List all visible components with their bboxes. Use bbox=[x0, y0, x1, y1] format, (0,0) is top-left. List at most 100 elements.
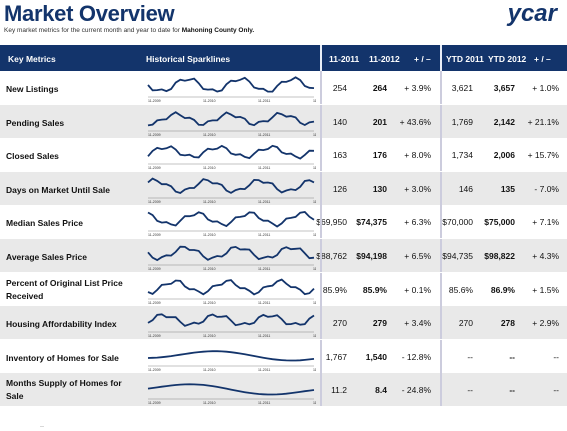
header-ytd-change: + / – bbox=[534, 54, 551, 64]
column-divider bbox=[440, 339, 442, 373]
change-percent: - 12.8% bbox=[401, 351, 431, 362]
page-subtitle: Key market metrics for the current month… bbox=[4, 27, 254, 34]
ytd-2012: 278 bbox=[500, 318, 515, 329]
ytd-change-percent: + 2.9% bbox=[532, 318, 559, 329]
page-title: Market Overview bbox=[4, 1, 175, 26]
metric-label: New Listings bbox=[6, 84, 59, 94]
ytd-2012: -- bbox=[509, 351, 515, 362]
table-row: New Listings 11-2009 11-2010 11-2011 11-2012… bbox=[0, 71, 567, 104]
ytd-2011: 146 bbox=[458, 183, 473, 194]
metric-label: Months Supply of Homes for Sale bbox=[6, 378, 122, 402]
ytd-2012: -- bbox=[509, 385, 515, 396]
ytd-2011: 270 bbox=[458, 318, 473, 329]
change-percent: + 3.0% bbox=[404, 183, 431, 194]
sparkline-tick-label: 11-2010 bbox=[203, 99, 216, 103]
table-row: Days on Market Until Sale 11-2009 11-2010 1… bbox=[0, 171, 567, 205]
sparkline-tick-label: 11-2010 bbox=[203, 368, 216, 372]
sparkline-tick-label: 11-2011 bbox=[258, 401, 270, 405]
value-2011: 1,767 bbox=[325, 351, 347, 362]
sparkline-line bbox=[147, 313, 315, 328]
change-percent: + 0.1% bbox=[404, 284, 431, 295]
table-row: Housing Affordability Index 11-2009 11-201… bbox=[0, 306, 567, 340]
value-2012: 176 bbox=[372, 150, 387, 161]
column-divider bbox=[440, 272, 442, 306]
value-2012: 201 bbox=[372, 116, 387, 127]
sparkline-chart: 11-2009 11-2010 11-2011 11-2012 bbox=[147, 383, 316, 405]
sparkline-tick-label: 11-2011 bbox=[258, 233, 270, 237]
ytd-change-percent: + 7.1% bbox=[532, 217, 559, 228]
sparkline-line bbox=[147, 177, 315, 194]
sparkline-tick-label: 11-2009 bbox=[148, 267, 161, 271]
sparkline-tick-label: 11-2011 bbox=[258, 200, 270, 204]
value-2012: 1,540 bbox=[365, 351, 387, 362]
metric-label: Days on Market Until Sale bbox=[6, 184, 110, 195]
sparkline-chart: 11-2009 11-2010 11-2011 11-2012 bbox=[147, 350, 316, 372]
column-divider bbox=[320, 373, 322, 407]
ytd-2012: $75,000 bbox=[484, 217, 515, 228]
sparkline-tick-label: 11-2012 bbox=[313, 267, 316, 271]
ytd-change-percent: + 4.3% bbox=[532, 251, 559, 261]
ytd-2011: 85.6% bbox=[448, 284, 473, 295]
ytd-2011: $94,735 bbox=[442, 251, 473, 261]
value-2011: 254 bbox=[332, 83, 347, 93]
sparkline-tick-label: 11-2010 bbox=[203, 233, 216, 237]
ytd-change-percent: -- bbox=[553, 351, 559, 362]
header-divider bbox=[440, 45, 442, 71]
ytd-2012: 86.9% bbox=[490, 284, 515, 295]
ytd-change-percent: + 1.5% bbox=[532, 284, 559, 295]
value-2012: 264 bbox=[372, 83, 387, 93]
value-2011: $88,762 bbox=[316, 251, 347, 261]
change-percent: + 6.5% bbox=[404, 251, 431, 261]
ytd-2011: $70,000 bbox=[442, 217, 473, 228]
sparkline-tick-label: 11-2012 bbox=[313, 368, 316, 372]
brand-logo: ycar bbox=[507, 0, 557, 27]
change-percent: + 8.0% bbox=[404, 150, 431, 161]
sparkline-tick-label: 11-2009 bbox=[148, 401, 161, 405]
value-2011: 11.2 bbox=[331, 385, 347, 396]
value-2012: 85.9% bbox=[362, 284, 387, 295]
sparkline-tick-label: 11-2009 bbox=[148, 99, 161, 103]
column-divider bbox=[320, 205, 322, 239]
sparkline-tick-label: 11-2011 bbox=[258, 99, 270, 103]
table-row: Pending Sales 11-2009 11-2010 11-2011 11-201… bbox=[0, 104, 567, 138]
value-2011: 270 bbox=[332, 318, 347, 329]
sparkline-tick-label: 11-2011 bbox=[258, 334, 270, 338]
sparkline-tick-label: 11-2012 bbox=[313, 99, 316, 103]
sparkline-tick-label: 11-2010 bbox=[203, 301, 216, 305]
change-percent: + 3.9% bbox=[404, 83, 431, 93]
column-divider bbox=[440, 104, 442, 138]
table-row: Percent of Original List Price Received 1… bbox=[0, 272, 567, 306]
header-key-metrics: Key Metrics bbox=[8, 54, 56, 64]
header-ytd-2012: YTD 2012 bbox=[488, 54, 527, 64]
sparkline-line bbox=[147, 211, 315, 228]
column-divider bbox=[440, 373, 442, 407]
header-month-change: + / – bbox=[414, 54, 431, 64]
column-divider bbox=[320, 272, 322, 306]
metric-label: Closed Sales bbox=[6, 151, 59, 162]
sparkline-line bbox=[147, 350, 315, 362]
sparkline-tick-label: 11-2010 bbox=[203, 267, 216, 271]
sparkline-line bbox=[147, 76, 315, 93]
ytd-2011: 1,769 bbox=[451, 116, 473, 127]
sparkline-tick-label: 11-2009 bbox=[148, 133, 161, 137]
metric-label: Average Sales Price bbox=[6, 252, 87, 262]
value-2012: 279 bbox=[372, 318, 387, 329]
ytd-2012: 135 bbox=[500, 183, 515, 194]
sparkline-tick-label: 11-2009 bbox=[148, 334, 161, 338]
column-divider bbox=[320, 306, 322, 340]
value-2011: 163 bbox=[332, 150, 347, 161]
table-row: Average Sales Price 11-2009 11-2010 11-2011… bbox=[0, 239, 567, 272]
column-divider bbox=[440, 138, 442, 172]
metric-label: Inventory of Homes for Sale bbox=[6, 352, 119, 363]
sparkline-tick-label: 11-2010 bbox=[203, 401, 216, 405]
value-2011: 140 bbox=[332, 116, 347, 127]
ytd-change-percent: + 15.7% bbox=[527, 150, 559, 161]
sparkline-chart: 11-2009 11-2010 11-2011 11-2012 bbox=[147, 145, 316, 170]
sparkline-tick-label: 11-2011 bbox=[258, 301, 270, 305]
sparkline-line bbox=[147, 145, 315, 160]
sparkline-tick-label: 11-2011 bbox=[258, 368, 270, 372]
ytd-2011: -- bbox=[467, 385, 473, 396]
column-divider bbox=[440, 306, 442, 340]
value-2012: $94,198 bbox=[356, 251, 387, 261]
ytd-change-percent: -- bbox=[553, 385, 559, 396]
